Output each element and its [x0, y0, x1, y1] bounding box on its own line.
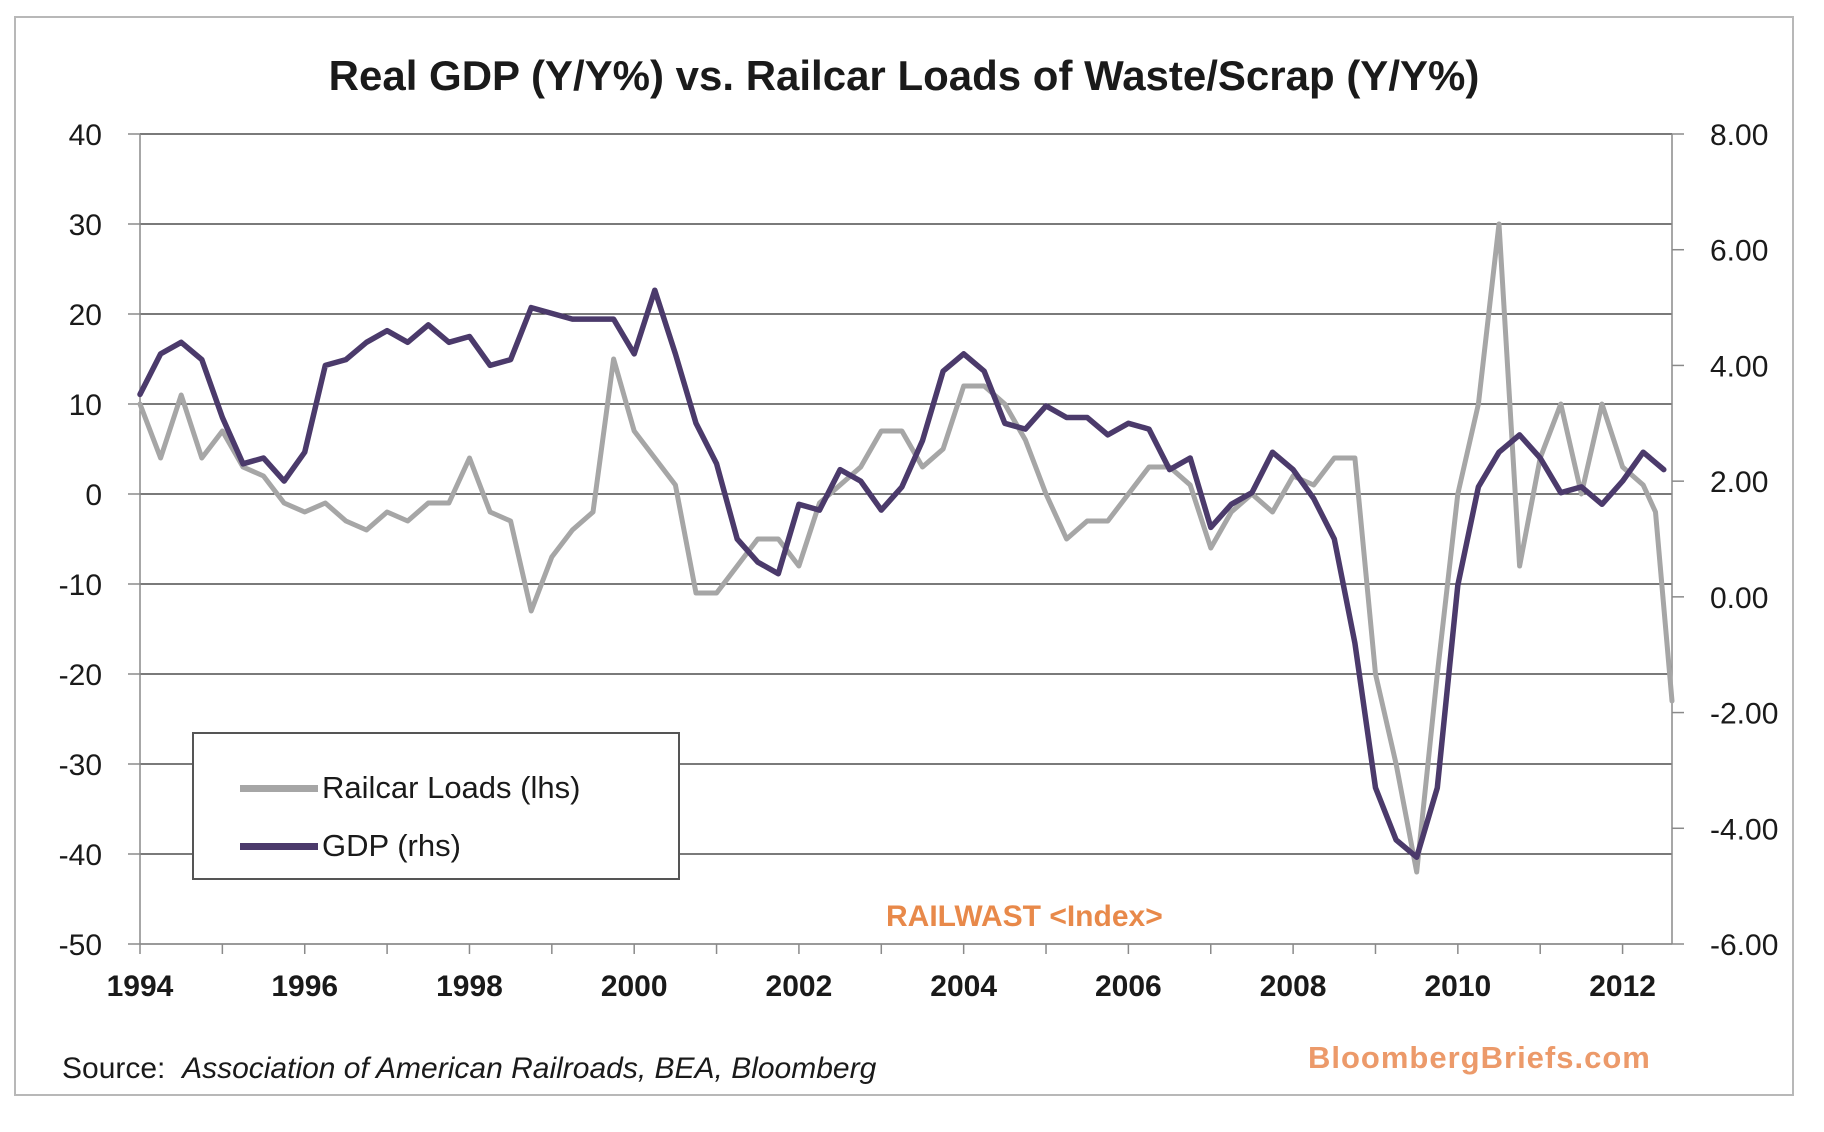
- left-tick-label: -40: [59, 839, 102, 872]
- series-lines: [137, 221, 1675, 875]
- x-tick-label: 2012: [1589, 970, 1656, 1003]
- right-tick-label: 8.00: [1710, 119, 1768, 152]
- right-tick-label: 0.00: [1710, 582, 1768, 615]
- x-tick-label: 2006: [1095, 970, 1162, 1003]
- left-tick-label: -30: [59, 749, 102, 782]
- x-tick-label: 2008: [1260, 970, 1327, 1003]
- left-tick-label: 20: [69, 299, 102, 332]
- source-detail: Association of American Railroads, BEA, …: [182, 1052, 877, 1085]
- legend-swatch-gdp: [240, 842, 318, 850]
- left-tick-label: 30: [69, 209, 102, 242]
- right-tick-label: 2.00: [1710, 466, 1768, 499]
- legend-label-gdp: GDP (rhs): [322, 828, 461, 863]
- x-tick-label: 2004: [930, 970, 997, 1003]
- gdp-series-line: [137, 287, 1667, 860]
- legend-item-gdp: GDP (rhs): [194, 826, 461, 866]
- source-label: Source:: [62, 1052, 166, 1085]
- right-axis-ticks: 8.00 6.00 4.00 2.00 0.00 -2.00 -4.00 -6.00: [1710, 119, 1778, 962]
- x-tick-label: 2010: [1424, 970, 1491, 1003]
- left-tick-label: 40: [69, 119, 102, 152]
- x-axis-ticks: 1994 1996 1998 2000 2002 2004 2006 2008 2010 2012: [107, 970, 1656, 1003]
- right-tick-label: -6.00: [1710, 929, 1778, 962]
- left-tick-label: -10: [59, 569, 102, 602]
- chart-title: Real GDP (Y/Y%) vs. Railcar Loads of Was…: [328, 52, 1480, 99]
- chart-legend: Railcar Loads (lhs) GDP (rhs): [192, 732, 680, 880]
- left-axis-ticks: 40 30 20 10 0 -10 -20 -30 -40 -50: [59, 119, 102, 962]
- x-tick-label: 2002: [766, 970, 833, 1003]
- x-tick-label: 2000: [601, 970, 668, 1003]
- right-tick-label: 6.00: [1710, 235, 1768, 268]
- left-tick-label: -20: [59, 659, 102, 692]
- railcar-loads-series-line: [137, 221, 1675, 875]
- left-tick-label: 10: [69, 389, 102, 422]
- left-tick-label: 0: [85, 479, 102, 512]
- right-tick-label: -2.00: [1710, 698, 1778, 731]
- x-tick-label: 1996: [271, 970, 338, 1003]
- x-tick-label: 1994: [107, 970, 174, 1003]
- legend-label-railcar-loads: Railcar Loads (lhs): [322, 770, 581, 805]
- right-tick-label: 4.00: [1710, 350, 1768, 383]
- x-tick-label: 1998: [436, 970, 503, 1003]
- chart-axes: [128, 133, 1684, 954]
- legend-item-railcar-loads: Railcar Loads (lhs): [194, 768, 580, 808]
- chart-annotation: RAILWAST <Index>: [886, 900, 1163, 933]
- left-tick-label: -50: [59, 929, 102, 962]
- right-tick-label: -4.00: [1710, 813, 1778, 846]
- source-note: Source: Association of American Railroad…: [62, 1052, 876, 1086]
- legend-swatch-railcar-loads: [240, 784, 318, 792]
- brand-watermark: BloombergBriefs.com: [1308, 1040, 1651, 1075]
- chart-frame: [14, 16, 1794, 1096]
